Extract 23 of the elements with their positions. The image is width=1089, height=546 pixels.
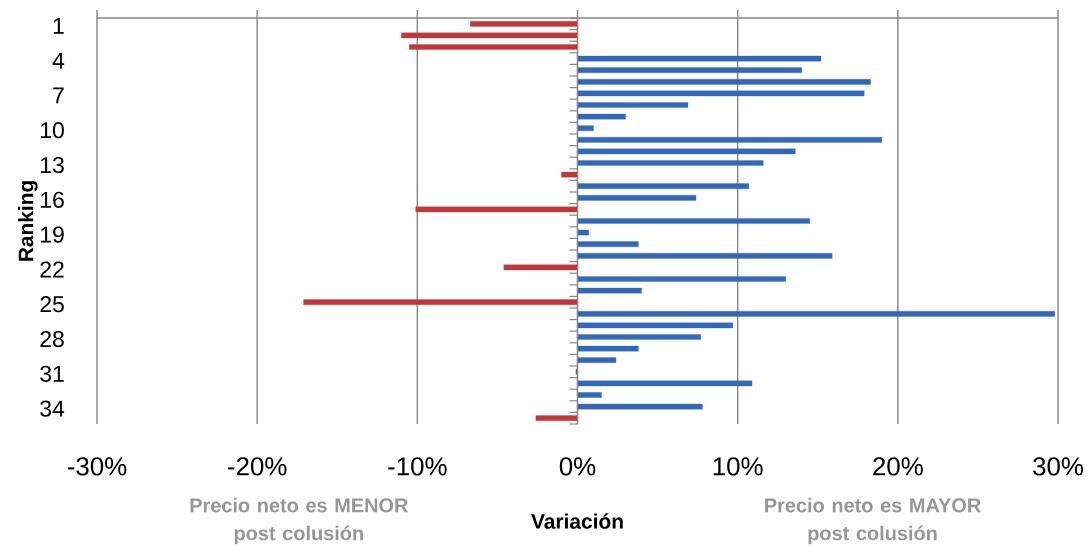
x-tick-label: -30% <box>67 457 127 476</box>
y-tick-label: 13 <box>41 156 64 174</box>
y-tick-label: 4 <box>52 52 65 69</box>
y-tick-label: 16 <box>41 191 64 208</box>
y-tick-label: 28 <box>40 330 64 348</box>
y-tick-label: 19 <box>41 226 64 243</box>
x-tick-label: -20% <box>228 457 287 476</box>
y-tick-label: 31 <box>40 365 64 382</box>
x-tick-label: -10% <box>388 457 447 476</box>
x-tick-label: 20% <box>873 457 923 476</box>
y-tick-label: 1 <box>53 17 64 34</box>
text: Precio neto es MENOR post colusión <box>190 497 408 545</box>
x-axis-title: Variación <box>531 513 623 529</box>
x-tick-label: 0% <box>559 457 596 476</box>
y-tick-label: 25 <box>40 296 64 313</box>
y-tick-label: 10 <box>41 122 64 139</box>
x-tick-label: 10% <box>713 457 763 476</box>
text: Precio neto es MAYOR post colusión <box>765 497 981 545</box>
y-axis-title: Ranking <box>18 181 38 261</box>
x-tick-label: 30% <box>1033 457 1083 476</box>
y-tick-label: 34 <box>40 400 65 417</box>
y-tick-label: 7 <box>53 87 64 104</box>
y-tick-label: 22 <box>40 261 64 278</box>
